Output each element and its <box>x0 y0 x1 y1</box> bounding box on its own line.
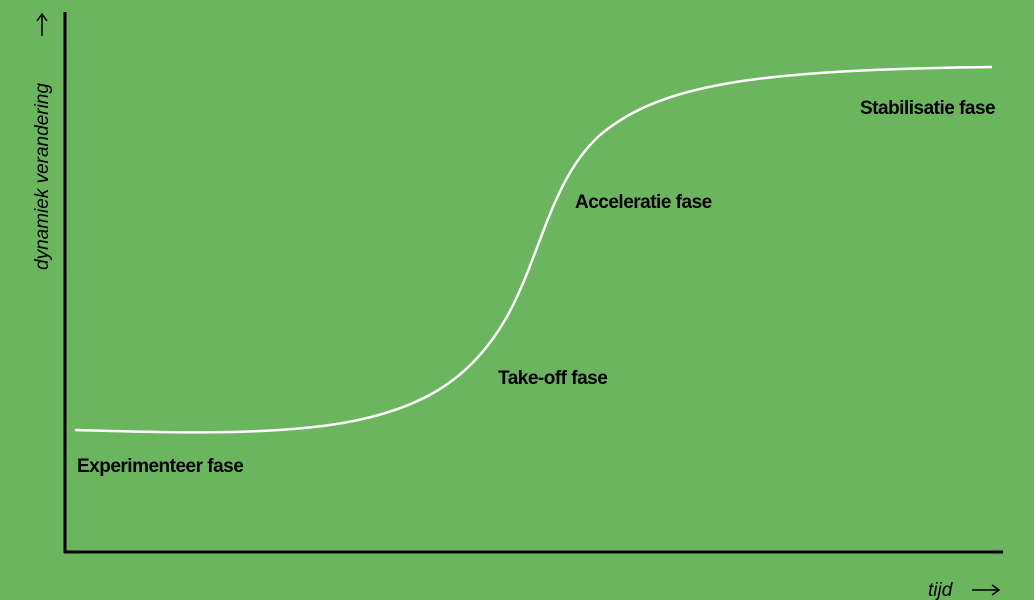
s-curve <box>74 65 993 434</box>
phase-label: Take-off fase <box>498 368 607 389</box>
x-axis-label: tijd <box>928 580 954 600</box>
phase-label: Acceleratie fase <box>575 192 712 213</box>
x-axis-arrow <box>972 584 1001 596</box>
phase-label: Experimenteer fase <box>77 456 243 477</box>
y-axis-arrow <box>36 12 48 36</box>
y-axis-label: dynamiek verandering <box>32 83 53 270</box>
phase-label: Stabilisatie fase <box>860 98 995 119</box>
